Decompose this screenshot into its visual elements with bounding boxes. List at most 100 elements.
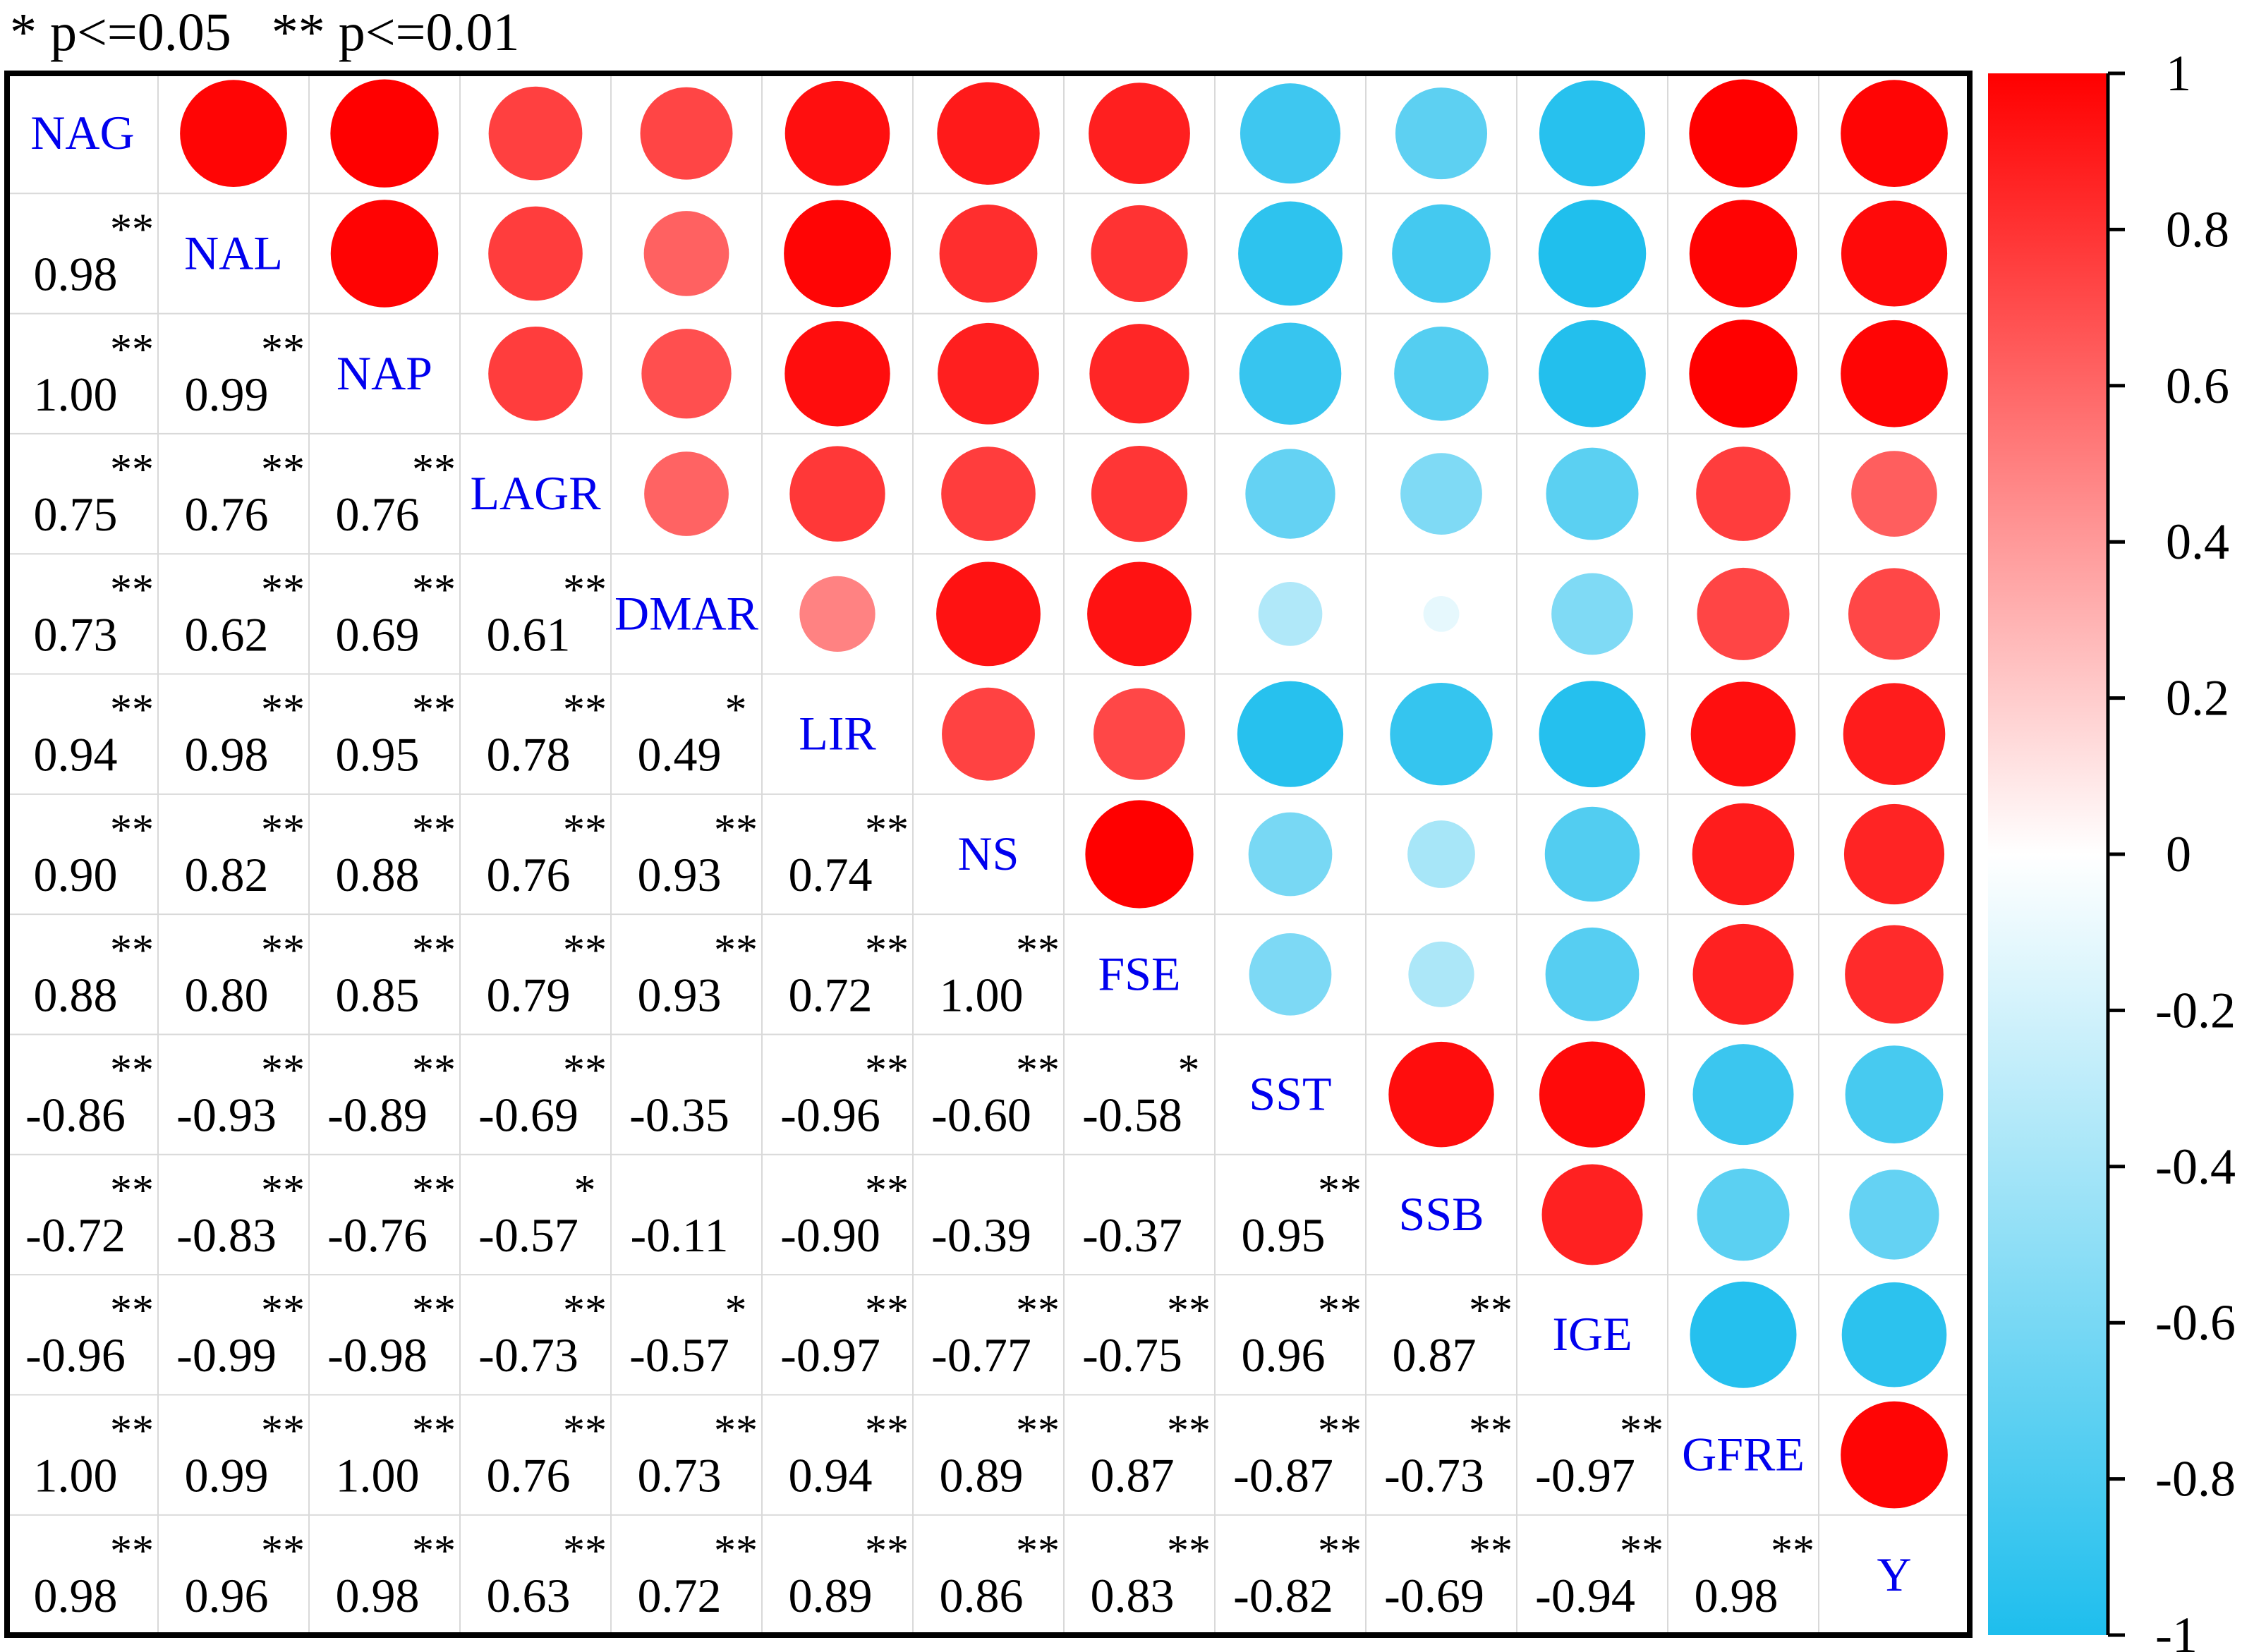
colorbar-tick-label: 1 bbox=[2166, 45, 2191, 102]
significance-mark: ** bbox=[110, 1407, 154, 1455]
corr-circle-nal-gfre bbox=[1689, 200, 1798, 308]
significance-mark: ** bbox=[1167, 1407, 1211, 1455]
significance-mark: ** bbox=[714, 1527, 758, 1575]
corr-circle-nal-ssb bbox=[1392, 204, 1491, 303]
corr-circle-nap-lagr bbox=[488, 326, 583, 421]
significance-mark: ** bbox=[110, 686, 154, 734]
matrix-border bbox=[4, 71, 1973, 1638]
corr-circle-nap-gfre bbox=[1689, 320, 1798, 428]
corr-circle-nap-dmar bbox=[641, 329, 732, 419]
grid-lines bbox=[7, 73, 1970, 1635]
corr-value-ssb-nap: -0.76 bbox=[327, 1208, 428, 1262]
corr-value-ige-fse: -0.75 bbox=[1082, 1328, 1182, 1382]
variable-label-lir: LIR bbox=[799, 707, 876, 760]
corr-circle-nag-ns bbox=[937, 82, 1040, 185]
significance-mark: ** bbox=[110, 1047, 154, 1095]
corr-value-fse-nag: 0.88 bbox=[34, 968, 118, 1021]
variable-label-dmar: DMAR bbox=[614, 586, 759, 640]
corr-value-ige-lir: -0.97 bbox=[780, 1328, 880, 1382]
corr-circle-sst-ssb bbox=[1388, 1041, 1494, 1148]
variable-label-lagr: LAGR bbox=[470, 466, 601, 520]
significance-mark: * bbox=[725, 1287, 747, 1335]
significance-mark: ** bbox=[412, 806, 456, 854]
significance-mark: ** bbox=[412, 1527, 456, 1575]
variable-label-fse: FSE bbox=[1098, 947, 1180, 1000]
significance-mark: ** bbox=[563, 686, 607, 734]
corr-circle-nag-dmar bbox=[640, 87, 733, 180]
corr-circle-lir-ns bbox=[942, 687, 1035, 781]
corr-circle-fse-ssb bbox=[1408, 941, 1474, 1007]
corr-circle-dmar-fse bbox=[1087, 561, 1192, 667]
corr-value-dmar-nap: 0.69 bbox=[336, 607, 420, 661]
significance-mark: ** bbox=[1167, 1287, 1211, 1335]
corr-circle-gfre-y bbox=[1841, 1401, 1948, 1509]
colorbar bbox=[1988, 73, 2108, 1635]
corr-circle-nap-ssb bbox=[1394, 326, 1489, 421]
corr-value-lir-dmar: 0.49 bbox=[638, 728, 722, 782]
colorbar-tick-label: 0.6 bbox=[2166, 358, 2229, 414]
significance-mark: ** bbox=[110, 566, 154, 614]
corr-circle-nap-y bbox=[1841, 320, 1948, 427]
significance-mark: ** bbox=[865, 926, 909, 974]
significance-mark: ** bbox=[412, 1167, 456, 1215]
significance-mark: ** bbox=[412, 926, 456, 974]
significance-mark: ** bbox=[261, 446, 305, 494]
significance-mark: ** bbox=[412, 686, 456, 734]
corr-value-y-gfre: 0.98 bbox=[1695, 1569, 1779, 1622]
corr-value-ssb-lir: -0.90 bbox=[780, 1208, 880, 1262]
significance-mark: ** bbox=[1620, 1527, 1664, 1575]
significance-mark: ** bbox=[563, 1527, 607, 1575]
variable-label-nal: NAL bbox=[184, 226, 283, 279]
significance-mark: ** bbox=[563, 566, 607, 614]
corr-circle-ns-fse bbox=[1085, 800, 1194, 909]
corr-circle-fse-gfre bbox=[1692, 923, 1794, 1025]
corr-value-y-fse: 0.83 bbox=[1091, 1569, 1175, 1622]
significance-mark: ** bbox=[1318, 1527, 1362, 1575]
corr-value-ns-nap: 0.88 bbox=[336, 848, 420, 901]
corr-circle-nap-ige bbox=[1539, 320, 1646, 427]
corr-value-nal-nag: 0.98 bbox=[34, 247, 118, 300]
significance-mark: ** bbox=[412, 1407, 456, 1455]
corr-circle-nag-lagr bbox=[488, 86, 583, 181]
corr-value-ssb-dmar: -0.11 bbox=[630, 1208, 728, 1262]
variable-label-ige: IGE bbox=[1552, 1307, 1632, 1361]
significance-mark: ** bbox=[110, 205, 154, 253]
corr-value-gfre-dmar: 0.73 bbox=[638, 1449, 722, 1502]
variable-label-sst: SST bbox=[1249, 1067, 1331, 1121]
significance-mark: ** bbox=[1318, 1287, 1362, 1335]
significance-mark: ** bbox=[1469, 1527, 1513, 1575]
significance-mark: ** bbox=[1016, 926, 1060, 974]
corr-circle-nap-ns bbox=[938, 322, 1039, 425]
corr-circle-fse-ige bbox=[1545, 927, 1640, 1021]
significance-mark: ** bbox=[1016, 1047, 1060, 1095]
variable-label-nag: NAG bbox=[30, 106, 134, 159]
colorbar-tick-label: -0.4 bbox=[2155, 1138, 2236, 1195]
corr-circle-lir-gfre bbox=[1690, 681, 1796, 786]
colorbar-tick-label: -1 bbox=[2155, 1607, 2198, 1652]
corr-value-ige-lagr: -0.73 bbox=[478, 1328, 578, 1382]
corr-value-sst-nag: -0.86 bbox=[25, 1088, 126, 1142]
corr-circle-lagr-dmar bbox=[644, 451, 729, 536]
corr-value-ssb-nal: -0.83 bbox=[176, 1208, 277, 1262]
corr-circle-lir-sst bbox=[1237, 681, 1344, 787]
corr-value-sst-nap: -0.89 bbox=[327, 1088, 428, 1142]
significance-mark: ** bbox=[110, 326, 154, 374]
colorbar-tick-label: -0.2 bbox=[2155, 982, 2236, 1038]
significance-mark: ** bbox=[1469, 1407, 1513, 1455]
corr-value-ige-nag: -0.96 bbox=[25, 1328, 126, 1382]
corr-value-y-ssb: -0.69 bbox=[1384, 1569, 1484, 1622]
corr-circle-ige-y bbox=[1841, 1282, 1947, 1387]
corr-value-y-nag: 0.98 bbox=[34, 1569, 118, 1622]
significance-mark: ** bbox=[110, 446, 154, 494]
corr-circle-nal-fse bbox=[1091, 205, 1188, 303]
significance-mark: ** bbox=[110, 1527, 154, 1575]
corr-circle-nag-nal bbox=[180, 80, 287, 188]
significance-mark: ** bbox=[261, 1167, 305, 1215]
corr-circle-lir-ige bbox=[1539, 681, 1646, 788]
corr-value-y-lir: 0.89 bbox=[789, 1569, 873, 1622]
corr-value-nap-nal: 0.99 bbox=[185, 368, 269, 421]
corr-circle-nal-ige bbox=[1538, 200, 1647, 308]
significance-mark: ** bbox=[865, 1047, 909, 1095]
corr-circle-ssb-gfre bbox=[1697, 1168, 1790, 1261]
